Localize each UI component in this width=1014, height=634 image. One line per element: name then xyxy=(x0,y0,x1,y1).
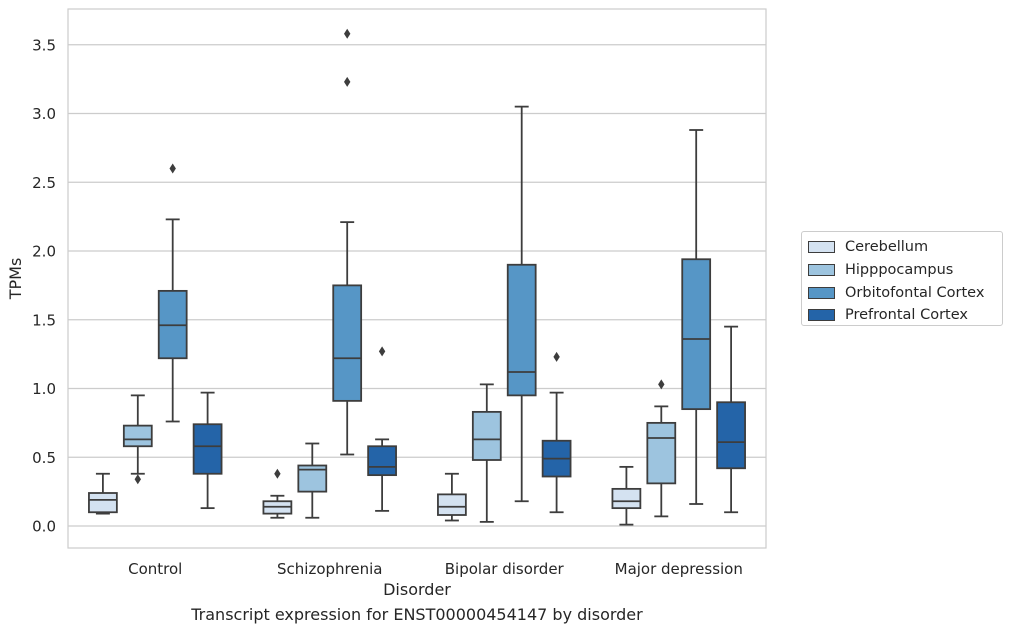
legend-item: Hipppocampus xyxy=(808,259,1002,282)
legend-item: Orbitofontal Cortex xyxy=(808,281,1002,304)
box-cerebellum xyxy=(88,472,118,515)
box-iqr xyxy=(88,492,118,514)
box-iqr xyxy=(192,423,223,475)
box-hipppocampus xyxy=(471,383,502,523)
box-hipppocampus xyxy=(646,379,677,518)
x-tick-label: Schizophrenia xyxy=(277,560,382,578)
outlier-marker xyxy=(344,76,351,87)
y-tick-label: 0.5 xyxy=(32,449,56,467)
y-tick-label: 2.0 xyxy=(32,243,56,261)
box-iqr xyxy=(716,401,746,470)
outlier-marker xyxy=(169,163,176,174)
legend-label: Hipppocampus xyxy=(845,262,954,279)
box-hipppocampus xyxy=(122,394,153,485)
box-orbitofontal-cortex xyxy=(681,129,712,505)
box-prefrontal-cortex xyxy=(367,346,397,512)
y-tick-label: 3.0 xyxy=(32,105,56,123)
y-tick-label: 1.5 xyxy=(32,311,56,329)
box-orbitofontal-cortex xyxy=(157,163,188,423)
box-cerebellum xyxy=(611,465,642,526)
outlier-marker xyxy=(378,346,386,357)
y-tick-label: 1.0 xyxy=(32,380,56,398)
box-orbitofontal-cortex xyxy=(332,28,363,456)
box-series xyxy=(88,28,746,526)
box-prefrontal-cortex xyxy=(541,351,572,514)
legend-item: Cerebellum xyxy=(808,236,1002,259)
legend-swatch xyxy=(808,241,835,254)
x-tick-label: Major depression xyxy=(615,560,743,578)
box-hipppocampus xyxy=(297,442,328,519)
box-cerebellum xyxy=(262,468,293,519)
outlier-marker xyxy=(344,28,351,39)
legend-label: Orbitofontal Cortex xyxy=(845,284,985,301)
legend: Cerebellum Hipppocampus Orbitofontal Corte… xyxy=(801,231,1003,326)
box-iqr xyxy=(367,445,397,477)
box-iqr xyxy=(681,258,712,411)
box-iqr xyxy=(471,410,502,461)
box-iqr xyxy=(506,263,537,397)
legend-label: Cerebellum xyxy=(845,239,929,256)
legend-label: Prefrontal Cortex xyxy=(845,307,968,324)
y-tick-label: 2.5 xyxy=(32,174,56,192)
y-tick-label: 3.5 xyxy=(32,36,56,54)
outlier-marker xyxy=(274,468,281,479)
x-tick-label: Bipolar disorder xyxy=(445,560,565,578)
box-iqr xyxy=(611,487,642,510)
outlier-marker xyxy=(553,351,560,362)
box-prefrontal-cortex xyxy=(716,325,746,514)
box-orbitofontal-cortex xyxy=(506,105,537,503)
box-iqr xyxy=(646,421,677,485)
x-tick-label: Control xyxy=(128,560,182,578)
y-tick-label: 0.0 xyxy=(32,518,56,536)
box-iqr xyxy=(437,493,467,516)
legend-swatch xyxy=(808,286,835,299)
plot-frame xyxy=(67,8,767,549)
box-cerebellum xyxy=(437,472,467,522)
legend-item: Prefrontal Cortex xyxy=(808,304,1002,327)
x-axis-label: Disorder xyxy=(383,580,451,599)
legend-swatch xyxy=(808,264,835,277)
outlier-marker xyxy=(134,474,141,485)
outlier-marker xyxy=(658,379,665,390)
chart-caption: Transcript expression for ENST0000045414… xyxy=(191,605,643,624)
box-iqr xyxy=(332,284,363,402)
tick-labels: 0.0 0.5 1.0 1.5 2.0 2.5 3.0 3.5 Control Schizophr… xyxy=(32,36,743,578)
box-prefrontal-cortex xyxy=(192,391,223,510)
box-iqr xyxy=(122,424,153,448)
legend-swatch xyxy=(808,309,835,322)
y-axis-label: TPMs xyxy=(6,258,25,301)
